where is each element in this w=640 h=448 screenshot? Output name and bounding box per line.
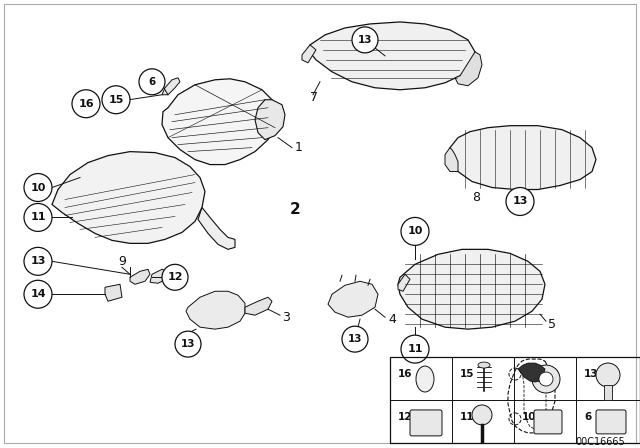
Polygon shape bbox=[52, 151, 205, 243]
Polygon shape bbox=[130, 269, 150, 284]
Text: 13: 13 bbox=[584, 369, 598, 379]
Polygon shape bbox=[445, 148, 458, 172]
Text: 12: 12 bbox=[398, 412, 413, 422]
Circle shape bbox=[532, 365, 560, 393]
Text: 13: 13 bbox=[180, 339, 195, 349]
Polygon shape bbox=[162, 79, 278, 164]
FancyBboxPatch shape bbox=[534, 410, 562, 434]
Polygon shape bbox=[398, 274, 410, 291]
Circle shape bbox=[472, 405, 492, 425]
Circle shape bbox=[175, 331, 201, 357]
Text: 8: 8 bbox=[472, 191, 480, 204]
Polygon shape bbox=[302, 45, 316, 63]
Text: 16: 16 bbox=[78, 99, 94, 109]
Text: 00C16665: 00C16665 bbox=[575, 437, 625, 447]
Circle shape bbox=[72, 90, 100, 118]
Text: 11: 11 bbox=[30, 212, 45, 223]
Bar bbox=[390, 357, 640, 443]
Text: 7: 7 bbox=[310, 91, 318, 104]
Polygon shape bbox=[105, 284, 122, 301]
Circle shape bbox=[352, 27, 378, 53]
Circle shape bbox=[24, 280, 52, 308]
Polygon shape bbox=[255, 100, 285, 140]
Text: 15: 15 bbox=[108, 95, 124, 105]
Text: 11: 11 bbox=[460, 412, 474, 422]
Text: 16: 16 bbox=[398, 369, 413, 379]
Text: 13: 13 bbox=[348, 334, 362, 344]
Circle shape bbox=[506, 188, 534, 215]
Polygon shape bbox=[308, 22, 475, 90]
Text: 4: 4 bbox=[388, 313, 396, 326]
Text: 13: 13 bbox=[512, 197, 528, 207]
Bar bbox=[604, 385, 612, 400]
Polygon shape bbox=[150, 269, 168, 283]
Text: 13: 13 bbox=[358, 35, 372, 45]
Circle shape bbox=[24, 173, 52, 202]
Text: 1: 1 bbox=[295, 141, 303, 154]
Circle shape bbox=[401, 217, 429, 246]
Polygon shape bbox=[245, 297, 272, 315]
Circle shape bbox=[401, 335, 429, 363]
Text: 10: 10 bbox=[30, 182, 45, 193]
Text: 14: 14 bbox=[522, 369, 536, 379]
Text: 10: 10 bbox=[407, 226, 422, 237]
Circle shape bbox=[102, 86, 130, 114]
Text: 2: 2 bbox=[290, 202, 301, 217]
Text: 3: 3 bbox=[282, 310, 290, 324]
Circle shape bbox=[342, 326, 368, 352]
Circle shape bbox=[596, 363, 620, 387]
Circle shape bbox=[162, 264, 188, 290]
Circle shape bbox=[24, 203, 52, 232]
Text: 10: 10 bbox=[522, 412, 536, 422]
Text: 9: 9 bbox=[118, 255, 126, 268]
Text: 12: 12 bbox=[167, 272, 183, 282]
Text: 14: 14 bbox=[30, 289, 46, 299]
Text: 6: 6 bbox=[584, 412, 591, 422]
Polygon shape bbox=[328, 281, 378, 317]
Polygon shape bbox=[186, 291, 245, 329]
Polygon shape bbox=[518, 363, 545, 382]
Polygon shape bbox=[448, 126, 596, 190]
Text: 15: 15 bbox=[460, 369, 474, 379]
Text: 5: 5 bbox=[548, 318, 556, 331]
FancyBboxPatch shape bbox=[410, 410, 442, 436]
Circle shape bbox=[139, 69, 165, 95]
Circle shape bbox=[539, 372, 553, 386]
Ellipse shape bbox=[416, 366, 434, 392]
Polygon shape bbox=[198, 207, 235, 250]
Text: 13: 13 bbox=[30, 256, 45, 266]
Text: 6: 6 bbox=[148, 77, 156, 87]
Text: 11: 11 bbox=[407, 344, 423, 354]
Polygon shape bbox=[398, 250, 545, 329]
FancyBboxPatch shape bbox=[596, 410, 626, 434]
Polygon shape bbox=[162, 78, 180, 95]
Circle shape bbox=[24, 247, 52, 275]
Polygon shape bbox=[455, 52, 482, 86]
Ellipse shape bbox=[478, 362, 490, 368]
